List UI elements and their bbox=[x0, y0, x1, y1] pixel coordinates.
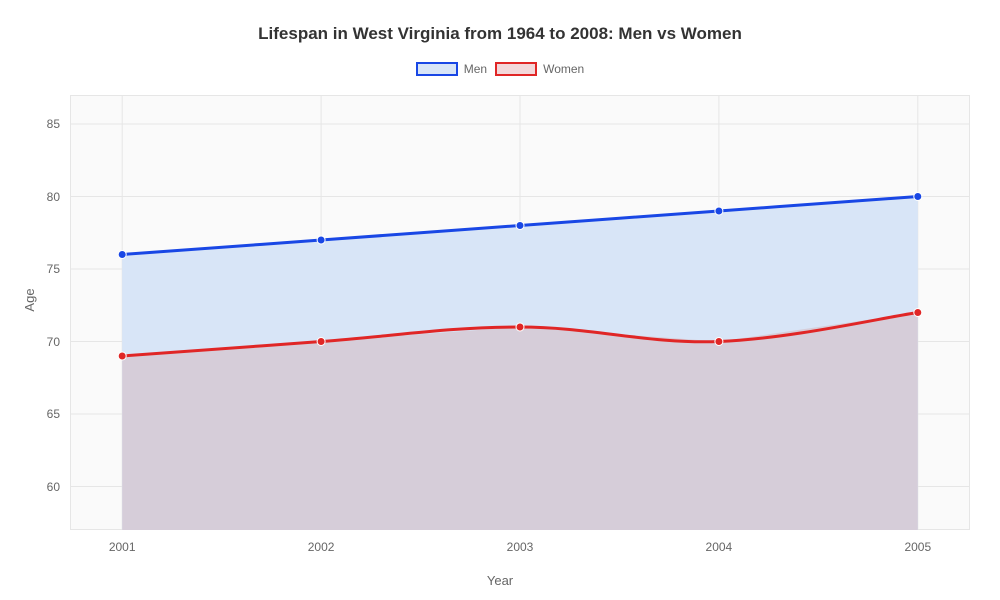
y-tick-label: 85 bbox=[47, 117, 60, 131]
legend-swatch-women bbox=[495, 62, 537, 76]
x-tick-label: 2005 bbox=[904, 540, 931, 554]
y-tick-label: 75 bbox=[47, 262, 60, 276]
legend-label-women: Women bbox=[543, 62, 584, 76]
x-tick-label: 2003 bbox=[507, 540, 534, 554]
chart-title: Lifespan in West Virginia from 1964 to 2… bbox=[0, 24, 1000, 44]
x-tick-label: 2001 bbox=[109, 540, 136, 554]
y-tick-label: 65 bbox=[47, 407, 60, 421]
x-tick-label: 2002 bbox=[308, 540, 335, 554]
chart-svg bbox=[70, 95, 970, 530]
y-tick-label: 60 bbox=[47, 480, 60, 494]
legend-label-men: Men bbox=[464, 62, 487, 76]
chart-container: Lifespan in West Virginia from 1964 to 2… bbox=[0, 0, 1000, 600]
y-axis-label: Age bbox=[22, 288, 37, 311]
legend-swatch-men bbox=[416, 62, 458, 76]
legend-item-men[interactable]: Men bbox=[416, 62, 487, 76]
y-tick-label: 80 bbox=[47, 190, 60, 204]
x-axis-label: Year bbox=[0, 573, 1000, 588]
legend-item-women[interactable]: Women bbox=[495, 62, 584, 76]
legend: Men Women bbox=[0, 62, 1000, 76]
y-tick-label: 70 bbox=[47, 335, 60, 349]
x-tick-label: 2004 bbox=[706, 540, 733, 554]
plot-area: 60657075808520012002200320042005 bbox=[70, 95, 970, 530]
